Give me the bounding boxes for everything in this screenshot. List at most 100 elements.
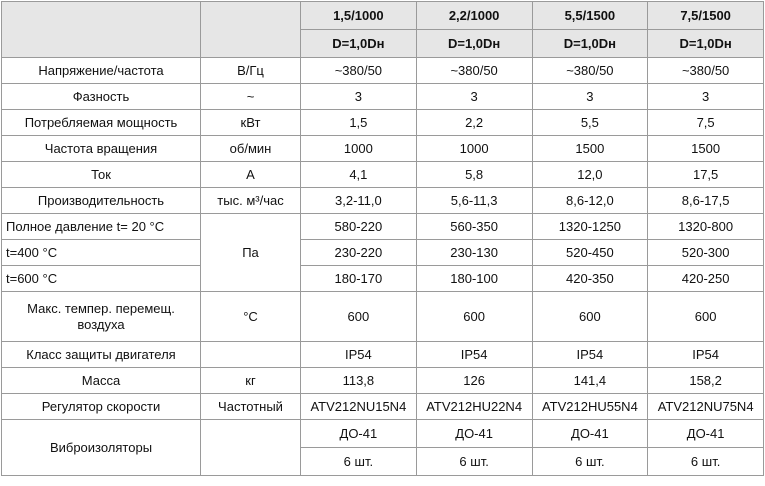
- table-row: D=1,0Dн D=1,0Dн D=1,0Dн D=1,0Dн: [2, 29, 764, 58]
- param-label: Производительность: [1, 187, 201, 214]
- value: IP54: [415, 341, 533, 368]
- param-label: Регулятор скорости: [1, 393, 201, 420]
- value: 158,2: [647, 367, 764, 394]
- table-row: Регулятор скорости Частотный ATV212NU15N4 A…: [1, 393, 764, 420]
- value: 141,4: [531, 367, 649, 394]
- unit: ~: [200, 83, 301, 110]
- value: ДО-41: [415, 419, 533, 448]
- param-label: Полное давление t= 20 °С: [1, 213, 201, 240]
- table-row: Фазность ~3 3 3 3: [1, 83, 764, 110]
- value: IP54: [300, 341, 417, 368]
- unit: Частотный: [200, 393, 301, 420]
- value: 5,5: [531, 109, 649, 136]
- value: 1000: [415, 135, 533, 162]
- value: 3: [415, 83, 533, 110]
- param-label: Класс защиты двигателя: [1, 341, 201, 368]
- value: 230-220: [300, 239, 417, 266]
- value: 12,0: [531, 161, 649, 188]
- table-row: Масса кг 113,8 126 141,4 158,2: [1, 367, 764, 394]
- value: 3: [531, 83, 649, 110]
- value: 1000: [300, 135, 417, 162]
- param-label: Фазность: [1, 83, 201, 110]
- unit: об/мин: [200, 135, 301, 162]
- value: 6 шт.: [531, 447, 649, 476]
- value: 1,5: [300, 109, 417, 136]
- value: 3: [647, 83, 764, 110]
- value: 6 шт.: [415, 447, 533, 476]
- value: 126: [415, 367, 533, 394]
- table-row: 6 шт. 6 шт. 6 шт. 6 шт.: [2, 447, 764, 476]
- table-row: t=400 °С 230-220 230-130 520-450 520-300: [1, 239, 764, 266]
- value: 5,6-11,3: [415, 187, 533, 214]
- value: ДО-41: [300, 419, 417, 448]
- param-label: Частота вращения: [1, 135, 201, 162]
- value: 3: [300, 83, 417, 110]
- table-row: Ток А 4,1 5,8 12,0 17,5: [1, 161, 764, 188]
- param-label: Макс. темпер. перемещ. воздуха: [1, 291, 201, 342]
- value: 5,8: [415, 161, 533, 188]
- value: 3,2-11,0: [300, 187, 417, 214]
- header-blank: [1, 1, 201, 58]
- unit: тыс. м³/час: [200, 187, 301, 214]
- param-label: t=600 °С: [1, 265, 201, 292]
- value: 180-100: [415, 265, 533, 292]
- param-label: Напряжение/частота: [1, 57, 201, 84]
- value: ~380/50: [415, 57, 533, 84]
- unit-blank: [200, 341, 301, 368]
- unit: °С: [200, 291, 301, 342]
- header-model: 7,5/1500: [647, 1, 764, 30]
- value: 600: [300, 291, 417, 342]
- value: 2,2: [415, 109, 533, 136]
- value: 600: [647, 291, 764, 342]
- value: ~380/50: [647, 57, 764, 84]
- param-label: Ток: [1, 161, 201, 188]
- value: 600: [531, 291, 649, 342]
- value: ~380/50: [300, 57, 417, 84]
- header-diameter: D=1,0Dн: [531, 29, 649, 58]
- spec-table: 1,5/1000 2,2/1000 5,5/1500 7,5/1500 D=1,0Dн D…: [1, 1, 764, 476]
- header-model: 5,5/1500: [531, 1, 649, 30]
- value: 580-220: [300, 213, 417, 240]
- value: ATV212NU15N4: [300, 393, 417, 420]
- header-diameter: D=1,0Dн: [415, 29, 533, 58]
- param-label: Виброизоляторы: [1, 419, 201, 476]
- table-row: Производительность тыс. м³/час 3,2-11,0 5,6…: [1, 187, 764, 214]
- header-diameter: D=1,0Dн: [300, 29, 417, 58]
- header-blank: [200, 1, 301, 58]
- value: 4,1: [300, 161, 417, 188]
- table-row: Потребляемая мощность кВт 1,5 2,2 5,5 7,5: [1, 109, 764, 136]
- value: 230-130: [415, 239, 533, 266]
- value: 8,6-12,0: [531, 187, 649, 214]
- value: 1500: [647, 135, 764, 162]
- table-row: Макс. темпер. перемещ. воздуха °С 600 600 60…: [1, 291, 764, 342]
- table-body: 1,5/1000 2,2/1000 5,5/1500 7,5/1500 D=1,0Dн D…: [1, 1, 764, 476]
- value: IP54: [647, 341, 764, 368]
- value: ДО-41: [647, 419, 764, 448]
- unit-blank: [200, 419, 301, 476]
- header-diameter: D=1,0Dн: [647, 29, 764, 58]
- param-label: Масса: [1, 367, 201, 394]
- table-row: Класс защиты двигателя IP54 IP54 IP54 IP54: [1, 341, 764, 368]
- value: 8,6-17,5: [647, 187, 764, 214]
- value: 113,8: [300, 367, 417, 394]
- value: ATV212NU75N4: [647, 393, 764, 420]
- table-row: Напряжение/частота В/Гц ~380/50 ~380/50 ~380…: [1, 57, 764, 84]
- unit: А: [200, 161, 301, 188]
- header-model: 1,5/1000: [300, 1, 417, 30]
- value: IP54: [531, 341, 649, 368]
- value: 17,5: [647, 161, 764, 188]
- value: ДО-41: [531, 419, 649, 448]
- value: 180-170: [300, 265, 417, 292]
- value: 1320-800: [647, 213, 764, 240]
- table-row: 1,5/1000 2,2/1000 5,5/1500 7,5/1500: [1, 1, 764, 58]
- value: 1320-1250: [531, 213, 649, 240]
- table-row: t=600 °С 180-170 180-100 420-350 420-250: [1, 265, 764, 292]
- value: ~380/50: [531, 57, 649, 84]
- table-row: Полное давление t= 20 °С Па 580-220 560-350…: [1, 213, 764, 292]
- unit: кг: [200, 367, 301, 394]
- unit: Па: [200, 213, 301, 292]
- value: ATV212HU22N4: [415, 393, 533, 420]
- value: 420-250: [647, 265, 764, 292]
- unit: В/Гц: [200, 57, 301, 84]
